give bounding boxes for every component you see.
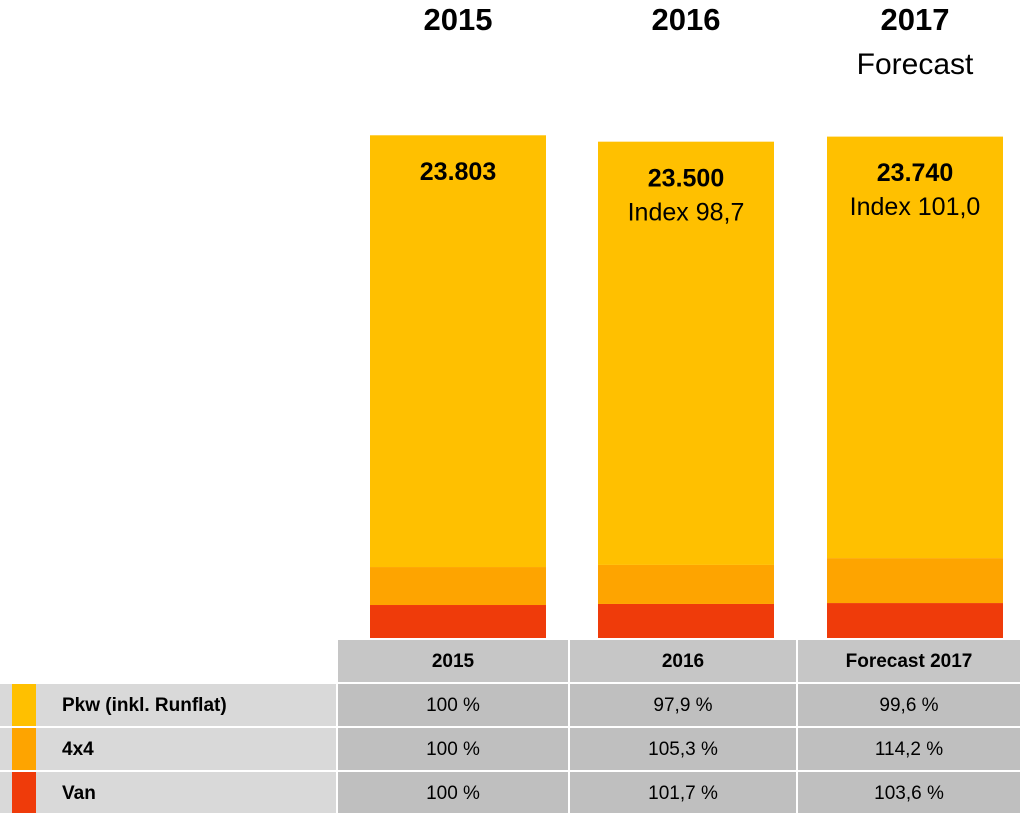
row-swatch [12, 728, 36, 770]
row-label-cell [0, 728, 336, 770]
table-header-cell [338, 640, 568, 682]
bar-segment [370, 567, 546, 606]
table-cell-text: 103,6 % [874, 783, 944, 804]
table-cell [338, 728, 568, 770]
table-cell-text: 105,3 % [648, 739, 718, 760]
bar-segment [370, 605, 546, 638]
year-note: Forecast [857, 48, 974, 81]
year-header: 2017 [881, 2, 950, 37]
total-label: 23.803 [420, 158, 496, 186]
table-cell [338, 772, 568, 813]
table-cell [338, 684, 568, 726]
bar-segment [827, 136, 1003, 559]
bar-segment [827, 558, 1003, 604]
row-label: 4x4 [62, 739, 94, 760]
bar-segment [598, 141, 774, 565]
table-cell-text: 100 % [426, 695, 480, 716]
table-cell [570, 684, 796, 726]
row-label: Pkw (inkl. Runflat) [62, 695, 227, 716]
table-header-text: 2016 [662, 651, 704, 672]
total-label: 23.740 [877, 159, 953, 187]
table-cell-text: 114,2 % [875, 739, 943, 760]
table-cell-text: 100 % [426, 739, 480, 760]
bar-segment [598, 603, 774, 638]
table-cell-text: 101,7 % [648, 783, 718, 804]
table-cell [570, 728, 796, 770]
row-swatch [12, 772, 36, 813]
table-cell-text: 100 % [426, 783, 480, 804]
table-header-cell [570, 640, 796, 682]
table-header-text: Forecast 2017 [846, 651, 973, 672]
table-cell [798, 684, 1020, 726]
index-label: Index 101,0 [850, 193, 981, 221]
bar-segment [370, 135, 546, 568]
table-cell-text: 99,6 % [879, 695, 938, 716]
index-label: Index 98,7 [628, 198, 745, 226]
bar-segment [598, 564, 774, 604]
year-header: 2016 [652, 2, 721, 37]
row-swatch [12, 684, 36, 726]
table-cell [798, 728, 1020, 770]
table-header-cell [798, 640, 1020, 682]
table-cell-text: 97,9 % [653, 695, 712, 716]
bar-segment [827, 603, 1003, 638]
row-label: Van [62, 783, 96, 804]
year-header: 2015 [424, 2, 493, 37]
table-header-text: 2015 [432, 651, 475, 672]
table-cell [798, 772, 1020, 813]
table-cell [570, 772, 796, 813]
table-header-blank [0, 640, 336, 682]
total-label: 23.500 [648, 164, 724, 192]
row-label-cell [0, 772, 336, 813]
row-label-cell [0, 684, 336, 726]
